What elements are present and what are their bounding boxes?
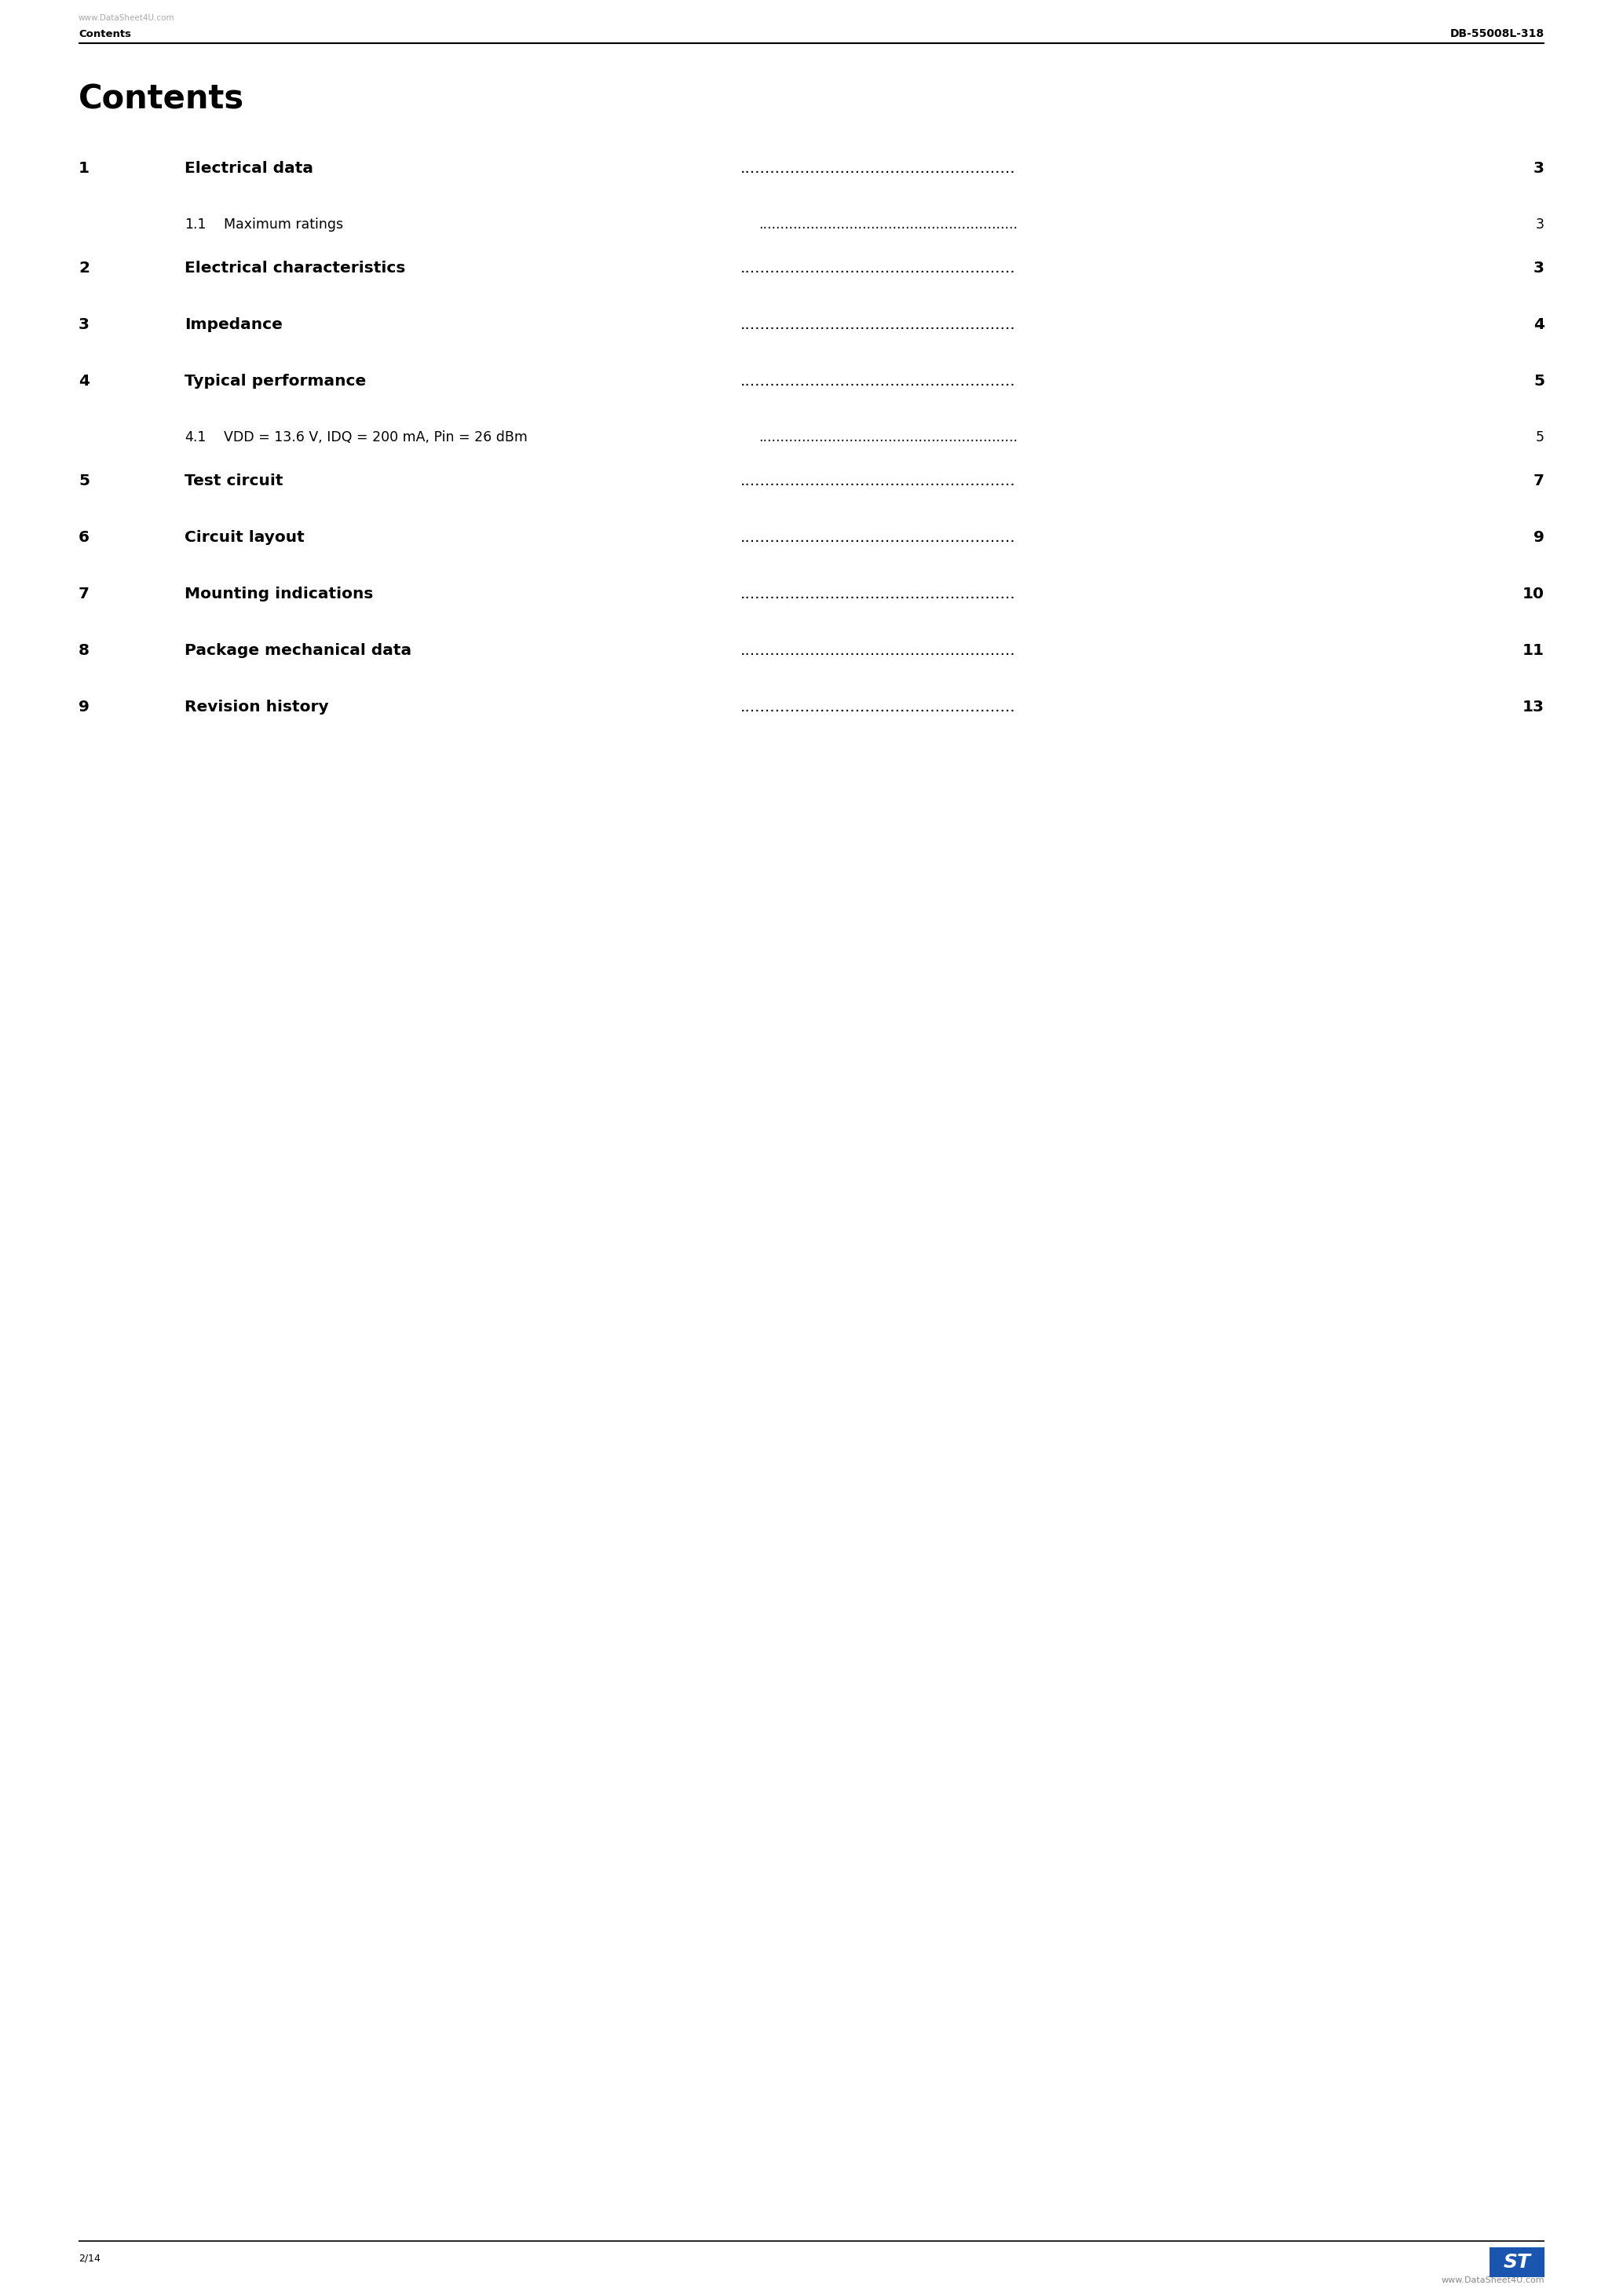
Text: Maximum ratings: Maximum ratings (224, 218, 342, 232)
Text: 3: 3 (78, 317, 89, 333)
Text: 9: 9 (78, 700, 89, 714)
Text: 5: 5 (1534, 374, 1545, 388)
Text: Contents: Contents (78, 30, 131, 39)
Text: 5: 5 (78, 473, 89, 489)
Text: 3: 3 (1534, 262, 1545, 276)
Text: Typical performance: Typical performance (185, 374, 367, 388)
Text: 3: 3 (1534, 161, 1545, 177)
Text: 8: 8 (78, 643, 89, 659)
Text: 4.1: 4.1 (185, 429, 206, 445)
FancyBboxPatch shape (1490, 2248, 1545, 2278)
Text: .......................................................: ........................................… (740, 262, 1016, 276)
Text: Mounting indications: Mounting indications (185, 585, 373, 602)
Text: Electrical characteristics: Electrical characteristics (185, 262, 406, 276)
Text: 2/14: 2/14 (78, 2252, 101, 2264)
Text: 7: 7 (78, 585, 89, 602)
Text: Circuit layout: Circuit layout (185, 530, 305, 544)
Text: .......................................................: ........................................… (740, 643, 1016, 659)
Text: .......................................................: ........................................… (740, 473, 1016, 489)
Text: .......................................................: ........................................… (740, 585, 1016, 602)
Text: DB-55008L-318: DB-55008L-318 (1451, 28, 1545, 39)
Text: .......................................................: ........................................… (740, 317, 1016, 333)
Text: 1: 1 (78, 161, 89, 177)
Text: 10: 10 (1522, 585, 1545, 602)
Text: 4: 4 (1534, 317, 1545, 333)
Text: Test circuit: Test circuit (185, 473, 282, 489)
Text: Impedance: Impedance (185, 317, 282, 333)
Text: 3: 3 (1535, 218, 1545, 232)
Text: Package mechanical data: Package mechanical data (185, 643, 412, 659)
Text: 5: 5 (1535, 429, 1545, 445)
Text: .......................................................: ........................................… (740, 161, 1016, 177)
Text: 13: 13 (1522, 700, 1545, 714)
Text: VDD = 13.6 V, IDQ = 200 mA, Pin = 26 dBm: VDD = 13.6 V, IDQ = 200 mA, Pin = 26 dBm (224, 429, 527, 445)
Text: ............................................................: ........................................… (758, 429, 1018, 445)
Text: Electrical data: Electrical data (185, 161, 313, 177)
Text: 6: 6 (78, 530, 89, 544)
Text: 9: 9 (1534, 530, 1545, 544)
Text: 11: 11 (1522, 643, 1545, 659)
Text: .......................................................: ........................................… (740, 700, 1016, 714)
Text: ST: ST (1503, 2252, 1530, 2271)
Text: .......................................................: ........................................… (740, 374, 1016, 388)
Text: 2: 2 (78, 262, 89, 276)
Text: 7: 7 (1534, 473, 1545, 489)
Text: www.DataSheet4U.com: www.DataSheet4U.com (78, 14, 175, 23)
Text: Revision history: Revision history (185, 700, 329, 714)
Text: www.DataSheet4U.com: www.DataSheet4U.com (1441, 2275, 1545, 2285)
Text: Contents: Contents (78, 83, 245, 115)
Text: ............................................................: ........................................… (758, 218, 1018, 232)
Text: 4: 4 (78, 374, 89, 388)
Text: 1.1: 1.1 (185, 218, 206, 232)
Text: .......................................................: ........................................… (740, 530, 1016, 544)
